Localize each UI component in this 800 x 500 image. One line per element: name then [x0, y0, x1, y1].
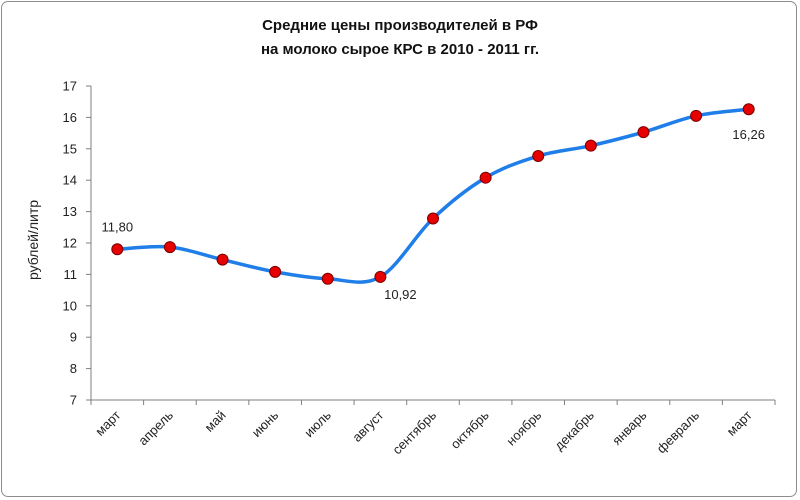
y-tick-label: 10	[63, 298, 77, 313]
data-point	[163, 241, 176, 254]
data-point	[374, 270, 387, 283]
y-tick-label: 13	[63, 204, 77, 219]
y-tick-label: 7	[70, 393, 77, 408]
x-tick-label: июль	[301, 407, 334, 440]
y-tick-label: 14	[63, 173, 77, 188]
y-tick-label: 12	[63, 236, 77, 251]
x-tick-label: сентябрь	[389, 407, 439, 457]
x-tick-label: декабрь	[551, 407, 597, 453]
data-label: 11,80	[102, 219, 134, 234]
y-tick-label: 15	[63, 141, 77, 156]
chart-title-line-1: Средние цены производителей в РФ	[262, 17, 538, 34]
x-tick-label: март	[92, 407, 123, 438]
y-tick-label: 17	[63, 79, 77, 94]
data-point	[532, 150, 545, 163]
data-point	[111, 243, 124, 256]
data-point	[427, 212, 439, 225]
data-point	[216, 253, 229, 266]
y-tick-labels: 7 8 9 10 11 12 13 14 15 16 17	[63, 79, 77, 408]
x-tick-label: март	[724, 407, 755, 438]
series-line	[117, 107, 749, 284]
data-point	[269, 265, 282, 278]
y-tick-label: 11	[64, 267, 78, 282]
data-label-layer: 11,80 10,92 16,26	[102, 127, 765, 302]
axes	[86, 85, 776, 405]
x-tick-label: июнь	[249, 407, 282, 440]
data-point	[637, 126, 650, 139]
chart-title-line-2: на молоко сырое КРС в 2010 - 2011 гг.	[260, 41, 540, 58]
y-axis-label: рублей/литр	[25, 200, 41, 280]
data-point	[584, 139, 597, 152]
x-tick-label: февраль	[654, 407, 703, 456]
x-tick-label: апрель	[135, 407, 176, 448]
series-layer	[117, 107, 749, 284]
data-point	[690, 109, 703, 122]
x-tick-label: ноябрь	[503, 407, 544, 448]
data-label: 10,92	[384, 287, 417, 302]
x-tick-label: январь	[609, 407, 650, 448]
data-point	[479, 171, 492, 184]
chart-title: Средние цены производителей в РФ на моло…	[0, 14, 800, 62]
x-tick-label: октябрь	[448, 407, 492, 451]
x-tick-label: август	[349, 407, 386, 444]
data-point	[321, 272, 334, 285]
marker-layer	[111, 103, 755, 285]
y-tick-label: 9	[70, 330, 77, 345]
x-tick-labels: март апрель май июнь июль август сентябрь октяб…	[92, 407, 755, 457]
data-point	[742, 103, 755, 116]
y-tick-label: 8	[70, 361, 77, 376]
data-label: 16,26	[732, 127, 765, 142]
y-tick-label: 16	[63, 110, 77, 125]
x-tick-label: май	[201, 408, 228, 435]
